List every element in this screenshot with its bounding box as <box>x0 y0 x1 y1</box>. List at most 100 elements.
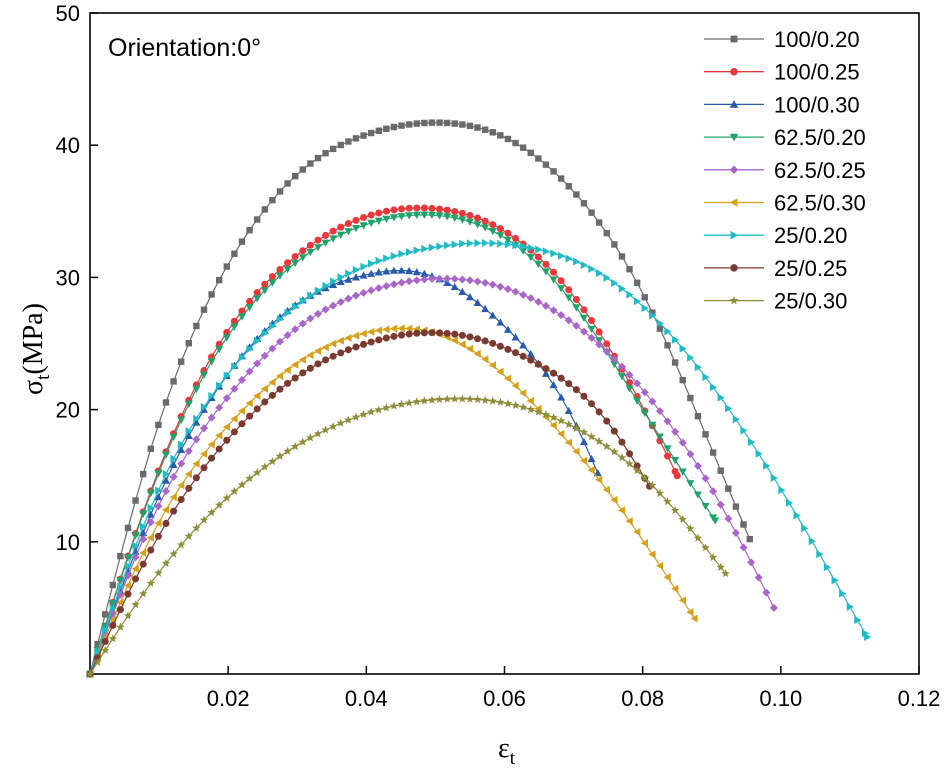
data-point-marker <box>230 384 239 393</box>
data-point-marker <box>359 271 368 279</box>
data-point-marker <box>253 405 261 413</box>
legend-item: 100/0.25 <box>704 60 860 85</box>
data-point-marker <box>398 331 406 339</box>
data-point-marker <box>337 223 345 231</box>
legend-swatch-marker <box>730 67 738 76</box>
plot-frame <box>89 12 920 675</box>
data-point-marker <box>436 329 444 337</box>
data-point-marker <box>390 332 398 340</box>
data-point-marker <box>861 629 870 638</box>
data-point-marker <box>473 349 481 358</box>
data-point-marker <box>412 268 421 276</box>
data-point-marker <box>648 421 657 429</box>
data-point-marker <box>617 373 626 381</box>
data-point-marker <box>375 256 383 265</box>
legend-swatch-marker <box>729 133 739 142</box>
data-point-marker <box>740 521 747 528</box>
legend-item: 62.5/0.30 <box>704 191 866 216</box>
x-axis-symbol: ε <box>498 733 510 764</box>
data-point-marker <box>511 400 520 409</box>
data-point-marker <box>268 378 276 387</box>
data-point-marker <box>649 309 656 316</box>
data-point-marker <box>793 511 801 520</box>
data-point-marker <box>101 611 109 618</box>
data-point-marker <box>762 588 771 597</box>
data-point-marker <box>375 336 383 344</box>
data-point-marker <box>291 325 300 334</box>
data-point-marker <box>360 262 368 271</box>
data-point-marker <box>481 224 490 232</box>
legend-label: 62.5/0.25 <box>774 158 866 183</box>
data-point-marker <box>101 637 109 646</box>
data-point-marker <box>450 214 459 222</box>
data-point-marker <box>557 311 566 320</box>
data-point-marker <box>314 236 322 244</box>
data-point-marker <box>557 251 566 260</box>
data-point-marker <box>405 266 414 275</box>
data-point-marker <box>709 487 718 496</box>
data-point-marker <box>382 325 390 334</box>
data-point-marker <box>85 669 95 678</box>
data-point-marker <box>465 293 474 301</box>
data-point-marker <box>184 470 192 479</box>
data-point-marker <box>655 488 665 497</box>
data-point-marker <box>261 398 269 406</box>
data-point-marker <box>313 346 322 355</box>
data-point-marker <box>435 212 444 220</box>
data-point-marker <box>557 277 565 285</box>
legend-item: 25/0.30 <box>704 289 847 314</box>
data-point-marker <box>298 355 306 364</box>
data-point-marker <box>593 469 602 477</box>
data-point-marker <box>633 527 641 536</box>
data-point-marker <box>207 413 216 422</box>
data-point-marker <box>557 175 565 182</box>
x-tick-label: 0.08 <box>621 686 664 711</box>
data-point-marker <box>489 221 497 229</box>
data-point-marker <box>716 562 725 571</box>
data-point-marker <box>443 274 452 283</box>
data-point-marker <box>420 275 429 284</box>
data-point-marker <box>169 549 178 558</box>
data-point-marker <box>610 427 618 435</box>
data-point-marker <box>572 321 581 330</box>
data-point-marker <box>664 452 672 460</box>
data-point-marker <box>276 385 284 393</box>
data-point-marker <box>222 334 231 342</box>
data-point-marker <box>359 288 368 297</box>
data-point-marker <box>154 502 163 511</box>
data-point-marker <box>215 445 223 453</box>
data-point-marker <box>360 214 368 222</box>
data-point-marker <box>428 329 436 337</box>
data-point-marker <box>398 205 406 213</box>
data-point-marker <box>731 528 740 537</box>
data-point-marker <box>617 506 626 515</box>
data-point-marker <box>610 447 619 456</box>
data-point-marker <box>481 239 490 248</box>
data-point-marker <box>716 500 725 509</box>
data-point-marker <box>655 433 664 441</box>
orientation-annotation: Orientation:0° <box>108 34 261 62</box>
legend-swatch-marker <box>729 100 739 108</box>
data-point-marker <box>518 402 528 411</box>
data-point-marker <box>694 412 702 420</box>
data-point-marker <box>557 393 566 401</box>
data-point-marker <box>527 149 534 157</box>
data-point-marker <box>541 268 550 276</box>
data-point-marker <box>231 250 238 257</box>
data-point-marker <box>208 391 216 400</box>
data-point-marker <box>436 205 444 213</box>
data-point-marker <box>132 575 140 583</box>
data-point-marker <box>307 291 315 300</box>
data-point-marker <box>648 550 656 559</box>
data-point-marker <box>451 120 458 127</box>
data-point-marker <box>298 437 308 446</box>
data-point-marker <box>230 317 238 325</box>
data-point-marker <box>360 132 367 139</box>
data-point-marker <box>352 265 360 274</box>
data-point-marker <box>238 238 246 245</box>
data-point-marker <box>443 329 451 337</box>
data-point-marker <box>177 440 186 449</box>
data-point-marker <box>261 329 269 338</box>
data-point-marker <box>473 395 482 404</box>
data-point-marker <box>116 598 124 607</box>
